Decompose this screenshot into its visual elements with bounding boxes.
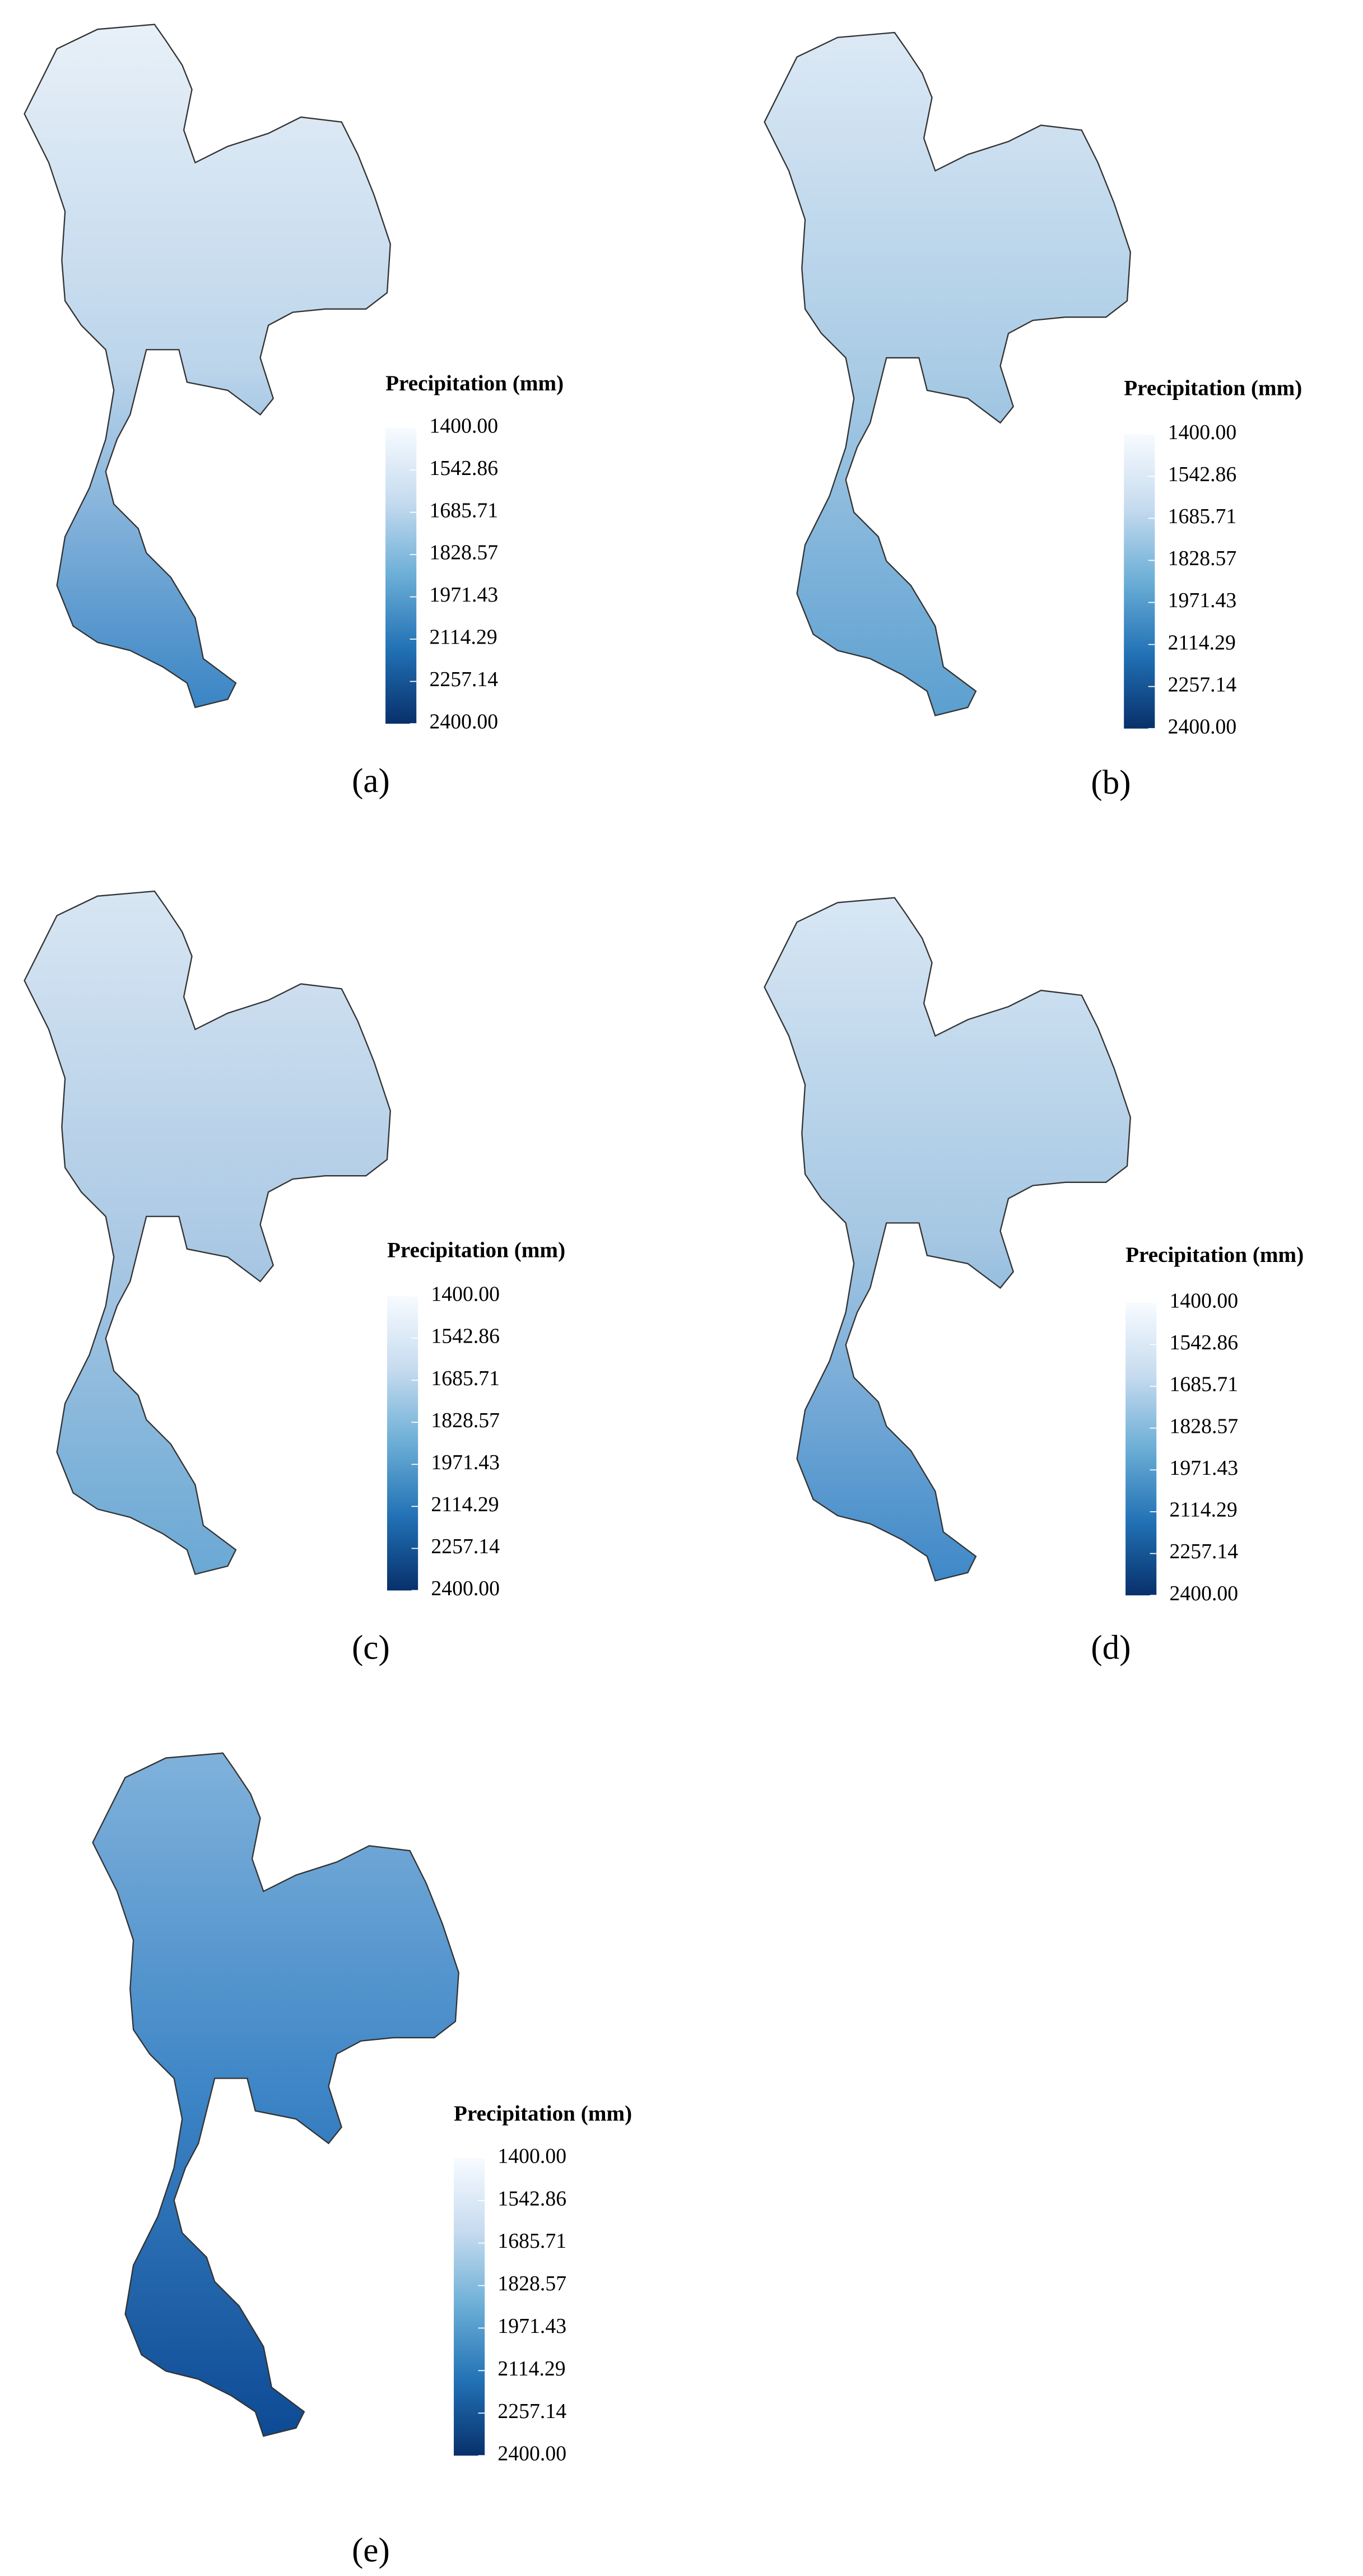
colorbar-label: 2114.29 — [1168, 631, 1236, 654]
legend-title: Precipitation (mm) — [1124, 376, 1302, 400]
caption: (e) — [352, 2532, 390, 2569]
colorbar-label: 1400.00 — [1168, 421, 1237, 444]
colorbar-label: 1400.00 — [1170, 1289, 1239, 1312]
caption: (d) — [1091, 1629, 1131, 1666]
colorbar-label: 1971.43 — [429, 583, 498, 607]
caption: (b) — [1091, 764, 1131, 802]
panel: Precipitation (mm) 1400.00 1542.86 1685.71 1… — [24, 24, 564, 800]
colorbar-label: 2114.29 — [497, 2357, 565, 2381]
colorbar-label: 1828.57 — [497, 2272, 566, 2295]
colorbar-label: 1542.86 — [1168, 463, 1237, 486]
colorbar-label: 1828.57 — [1170, 1414, 1239, 1438]
map — [764, 31, 1131, 716]
panel: Precipitation (mm) 1400.00 1542.86 1685.71 1… — [764, 31, 1302, 802]
legend-title: Precipitation (mm) — [454, 2102, 632, 2126]
colorbar-label: 1971.43 — [1170, 1456, 1239, 1480]
colorbar-label: 1400.00 — [431, 1283, 500, 1306]
colorbar-label: 1971.43 — [431, 1451, 500, 1474]
panel: Precipitation (mm) 1400.00 1542.86 1685.71 1… — [764, 897, 1304, 1666]
legend-title: Precipitation (mm) — [385, 371, 564, 395]
colorbar-label: 2400.00 — [429, 710, 498, 734]
colorbar-label: 1542.86 — [497, 2187, 566, 2210]
colorbar-label: 1400.00 — [429, 414, 498, 437]
colorbar-label: 1400.00 — [497, 2144, 566, 2168]
legend-title: Precipitation (mm) — [1125, 1243, 1304, 1267]
panel: Precipitation (mm) 1400.00 1542.86 1685.71 1… — [24, 890, 565, 1666]
panel: Precipitation (mm) 1400.00 1542.86 1685.71 1… — [92, 1752, 632, 2569]
colorbar-label: 2257.14 — [431, 1535, 500, 1558]
map — [24, 24, 391, 709]
colorbar — [387, 1296, 418, 1591]
colorbar-label: 2114.29 — [431, 1493, 499, 1516]
caption: (c) — [352, 1629, 390, 1666]
colorbar-label: 1685.71 — [497, 2229, 566, 2253]
map — [24, 890, 391, 1575]
colorbar-label: 2114.29 — [429, 626, 497, 649]
colorbar-label: 1685.71 — [1170, 1373, 1239, 1396]
colorbar-label: 1542.86 — [1170, 1331, 1239, 1354]
colorbar-label: 2257.14 — [429, 668, 498, 691]
colorbar — [454, 2158, 485, 2456]
colorbar-label: 2257.14 — [1170, 1540, 1239, 1563]
colorbar — [385, 427, 417, 724]
colorbar-label: 1828.57 — [429, 541, 498, 565]
colorbar-label: 2400.00 — [1168, 715, 1237, 738]
map — [92, 1752, 459, 2437]
map — [764, 897, 1131, 1582]
colorbar-label: 1828.57 — [1168, 547, 1237, 570]
legend-title: Precipitation (mm) — [387, 1238, 565, 1262]
colorbar-label: 2400.00 — [431, 1577, 500, 1600]
colorbar-label: 1542.86 — [429, 456, 498, 480]
colorbar-label: 1971.43 — [1168, 589, 1237, 612]
colorbar — [1125, 1302, 1157, 1596]
colorbar-label: 1685.71 — [431, 1367, 500, 1390]
colorbar-label: 2114.29 — [1170, 1498, 1238, 1522]
colorbar-label: 1542.86 — [431, 1325, 500, 1348]
colorbar-label: 1828.57 — [431, 1409, 500, 1432]
colorbar-label: 2257.14 — [497, 2400, 566, 2423]
colorbar-label: 2400.00 — [1170, 1582, 1239, 1605]
colorbar-label: 2257.14 — [1168, 673, 1237, 696]
colorbar — [1124, 434, 1155, 729]
caption: (a) — [352, 762, 390, 800]
colorbar-label: 1685.71 — [1168, 505, 1237, 528]
colorbar-label: 2400.00 — [497, 2442, 566, 2466]
colorbar-label: 1971.43 — [497, 2314, 566, 2338]
colorbar-label: 1685.71 — [429, 499, 498, 522]
